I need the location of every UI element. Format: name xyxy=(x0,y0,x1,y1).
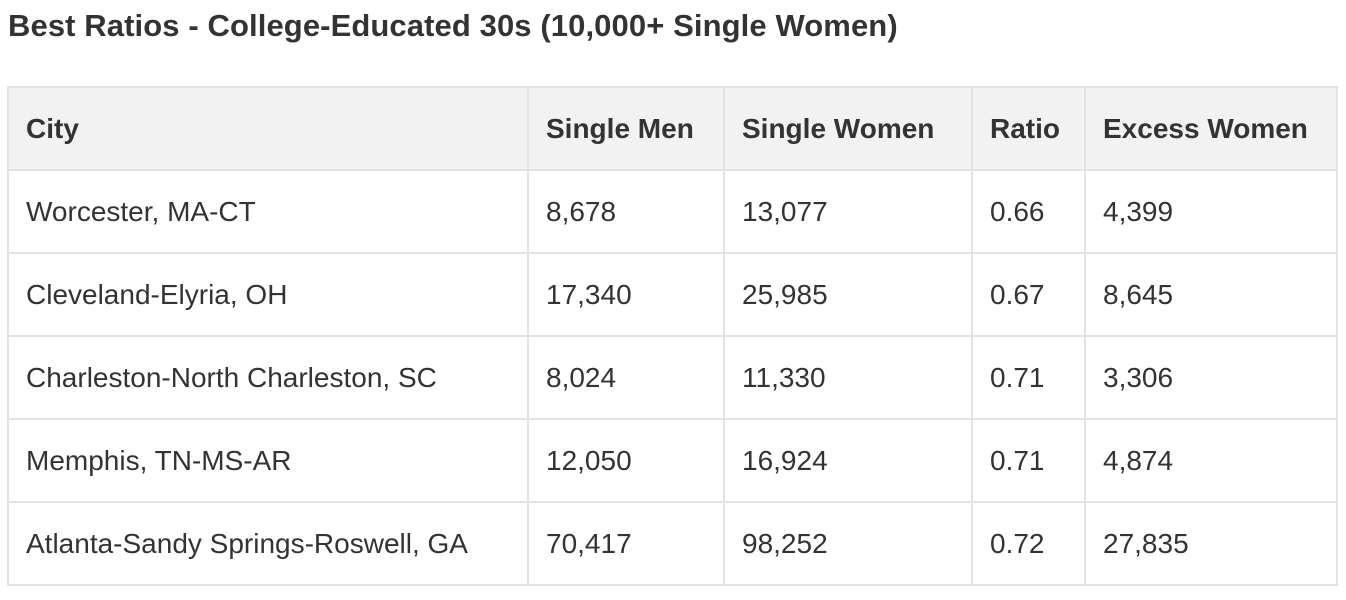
header-row: City Single Men Single Women Ratio Exces… xyxy=(7,86,1338,171)
table-row: Worcester, MA-CT 8,678 13,077 0.66 4,399 xyxy=(7,169,1338,254)
cell-ratio: 0.71 xyxy=(971,335,1086,420)
cell-excess-women: 4,399 xyxy=(1084,169,1338,254)
cell-single-women: 25,985 xyxy=(723,252,973,337)
header-city: City xyxy=(7,86,529,171)
ratio-table: City Single Men Single Women Ratio Exces… xyxy=(7,86,1338,586)
cell-single-men: 8,678 xyxy=(527,169,725,254)
cell-single-men: 17,340 xyxy=(527,252,725,337)
table-row: Atlanta-Sandy Springs-Roswell, GA 70,417… xyxy=(7,501,1338,586)
table-body: Worcester, MA-CT 8,678 13,077 0.66 4,399… xyxy=(7,169,1338,586)
cell-city: Memphis, TN-MS-AR xyxy=(7,418,529,503)
page-title: Best Ratios - College-Educated 30s (10,0… xyxy=(8,8,898,43)
cell-city: Atlanta-Sandy Springs-Roswell, GA xyxy=(7,501,529,586)
header-single-men: Single Men xyxy=(527,86,725,171)
cell-city: Cleveland-Elyria, OH xyxy=(7,252,529,337)
cell-single-women: 13,077 xyxy=(723,169,973,254)
table-header: City Single Men Single Women Ratio Exces… xyxy=(7,86,1338,171)
cell-excess-women: 3,306 xyxy=(1084,335,1338,420)
cell-single-men: 12,050 xyxy=(527,418,725,503)
cell-ratio: 0.71 xyxy=(971,418,1086,503)
cell-single-women: 98,252 xyxy=(723,501,973,586)
cell-city: Worcester, MA-CT xyxy=(7,169,529,254)
cell-single-men: 8,024 xyxy=(527,335,725,420)
cell-ratio: 0.67 xyxy=(971,252,1086,337)
table-row: Cleveland-Elyria, OH 17,340 25,985 0.67 … xyxy=(7,252,1338,337)
cell-excess-women: 8,645 xyxy=(1084,252,1338,337)
cell-ratio: 0.66 xyxy=(971,169,1086,254)
table-row: Memphis, TN-MS-AR 12,050 16,924 0.71 4,8… xyxy=(7,418,1338,503)
table-row: Charleston-North Charleston, SC 8,024 11… xyxy=(7,335,1338,420)
cell-single-women: 11,330 xyxy=(723,335,973,420)
header-single-women: Single Women xyxy=(723,86,973,171)
header-ratio: Ratio xyxy=(971,86,1086,171)
cell-single-men: 70,417 xyxy=(527,501,725,586)
cell-city: Charleston-North Charleston, SC xyxy=(7,335,529,420)
cell-single-women: 16,924 xyxy=(723,418,973,503)
cell-excess-women: 27,835 xyxy=(1084,501,1338,586)
cell-excess-women: 4,874 xyxy=(1084,418,1338,503)
cell-ratio: 0.72 xyxy=(971,501,1086,586)
header-excess-women: Excess Women xyxy=(1084,86,1338,171)
